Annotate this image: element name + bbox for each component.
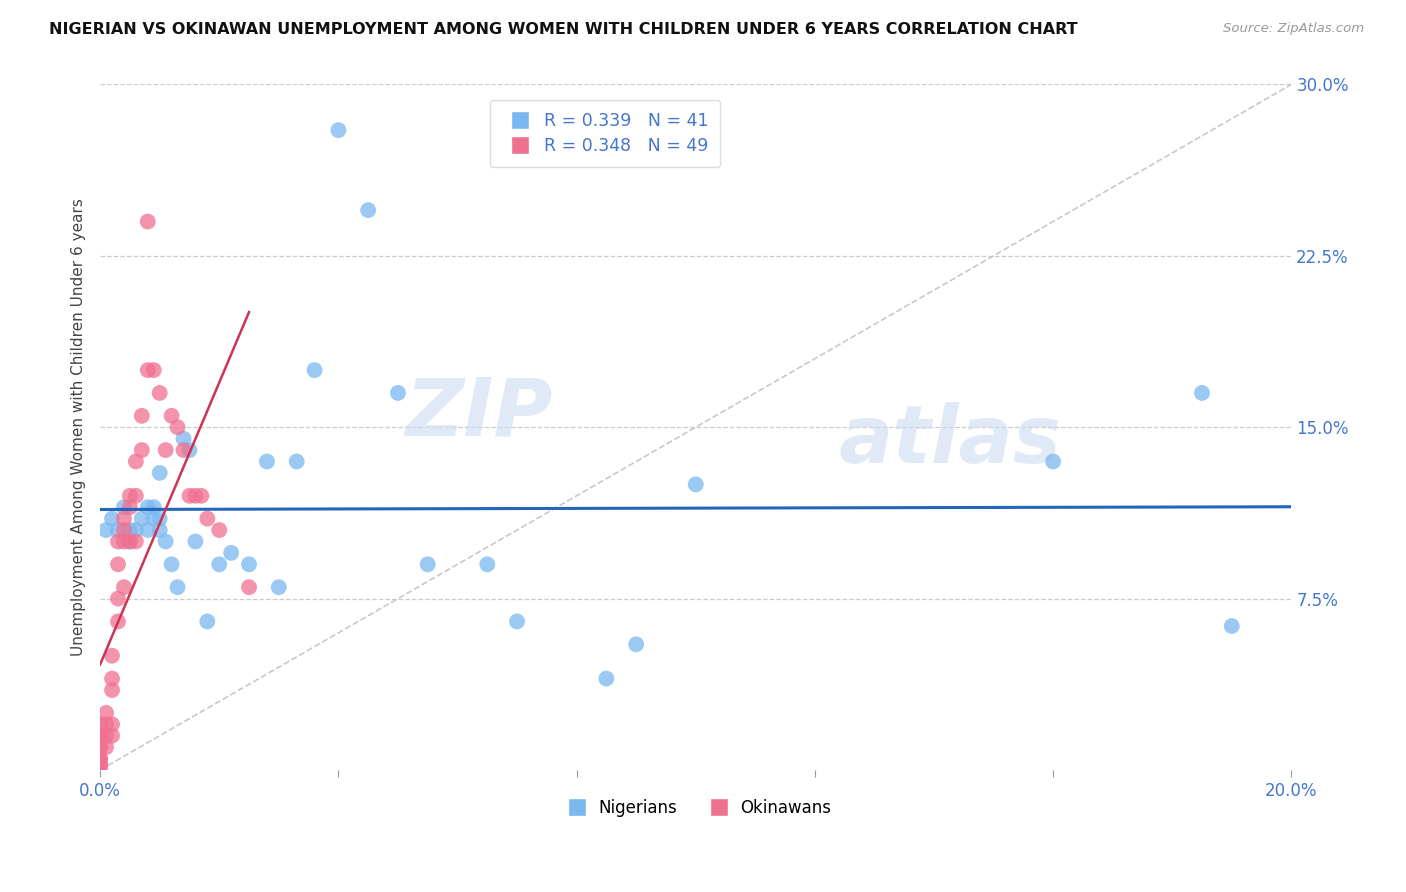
Point bbox=[94, 729, 117, 743]
Point bbox=[101, 648, 124, 663]
Point bbox=[142, 363, 165, 377]
Point bbox=[136, 214, 159, 228]
Point bbox=[101, 729, 124, 743]
Point bbox=[136, 363, 159, 377]
Point bbox=[160, 409, 183, 423]
Point bbox=[89, 758, 111, 772]
Point bbox=[125, 534, 148, 549]
Point bbox=[112, 534, 135, 549]
Point bbox=[94, 523, 117, 537]
Point bbox=[238, 580, 260, 594]
Point bbox=[112, 523, 135, 537]
Point bbox=[477, 558, 499, 572]
Point bbox=[101, 672, 124, 686]
Text: atlas: atlas bbox=[838, 402, 1062, 480]
Point bbox=[107, 534, 129, 549]
Point bbox=[173, 432, 195, 446]
Point bbox=[195, 511, 218, 525]
Point bbox=[94, 706, 117, 720]
Point bbox=[1220, 619, 1243, 633]
Point bbox=[357, 203, 380, 218]
Point bbox=[219, 546, 242, 560]
Point bbox=[136, 523, 159, 537]
Point bbox=[118, 534, 141, 549]
Point bbox=[101, 717, 124, 731]
Point bbox=[112, 511, 135, 525]
Point bbox=[131, 443, 153, 458]
Point bbox=[1042, 454, 1064, 468]
Point bbox=[118, 500, 141, 515]
Point bbox=[160, 558, 183, 572]
Point bbox=[184, 534, 207, 549]
Point bbox=[149, 386, 172, 401]
Point bbox=[118, 489, 141, 503]
Point bbox=[238, 558, 260, 572]
Point bbox=[94, 717, 117, 731]
Point bbox=[89, 717, 111, 731]
Point bbox=[190, 489, 212, 503]
Point bbox=[89, 740, 111, 755]
Point bbox=[89, 740, 111, 755]
Point bbox=[149, 511, 172, 525]
Point bbox=[195, 615, 218, 629]
Point bbox=[256, 454, 278, 468]
Point bbox=[89, 751, 111, 765]
Point bbox=[416, 558, 439, 572]
Point bbox=[155, 443, 177, 458]
Point bbox=[131, 409, 153, 423]
Point bbox=[112, 500, 135, 515]
Y-axis label: Unemployment Among Women with Children Under 6 years: Unemployment Among Women with Children U… bbox=[72, 198, 86, 657]
Point bbox=[89, 751, 111, 765]
Point bbox=[125, 523, 148, 537]
Point bbox=[173, 443, 195, 458]
Point bbox=[125, 454, 148, 468]
Point bbox=[328, 123, 350, 137]
Legend: Nigerians, Okinawans: Nigerians, Okinawans bbox=[554, 792, 838, 823]
Point bbox=[112, 580, 135, 594]
Point bbox=[208, 558, 231, 572]
Point bbox=[166, 580, 188, 594]
Point bbox=[101, 683, 124, 698]
Point bbox=[107, 615, 129, 629]
Point bbox=[142, 511, 165, 525]
Point bbox=[155, 534, 177, 549]
Text: NIGERIAN VS OKINAWAN UNEMPLOYMENT AMONG WOMEN WITH CHILDREN UNDER 6 YEARS CORREL: NIGERIAN VS OKINAWAN UNEMPLOYMENT AMONG … bbox=[49, 22, 1078, 37]
Point bbox=[118, 534, 141, 549]
Point bbox=[101, 511, 124, 525]
Point bbox=[1191, 386, 1213, 401]
Point bbox=[304, 363, 326, 377]
Point bbox=[184, 489, 207, 503]
Point bbox=[149, 466, 172, 480]
Point bbox=[89, 729, 111, 743]
Point bbox=[94, 740, 117, 755]
Point bbox=[387, 386, 409, 401]
Point bbox=[179, 443, 201, 458]
Point bbox=[149, 523, 172, 537]
Point bbox=[136, 500, 159, 515]
Point bbox=[125, 489, 148, 503]
Point bbox=[107, 558, 129, 572]
Point bbox=[89, 756, 111, 771]
Point bbox=[179, 489, 201, 503]
Point bbox=[107, 523, 129, 537]
Text: ZIP: ZIP bbox=[405, 375, 553, 452]
Point bbox=[506, 615, 529, 629]
Point bbox=[89, 761, 111, 775]
Text: Source: ZipAtlas.com: Source: ZipAtlas.com bbox=[1223, 22, 1364, 36]
Point bbox=[624, 637, 647, 651]
Point bbox=[267, 580, 290, 594]
Point bbox=[89, 729, 111, 743]
Point bbox=[131, 511, 153, 525]
Point bbox=[208, 523, 231, 537]
Point bbox=[107, 591, 129, 606]
Point bbox=[118, 523, 141, 537]
Point bbox=[595, 672, 617, 686]
Point bbox=[166, 420, 188, 434]
Point bbox=[142, 500, 165, 515]
Point bbox=[285, 454, 308, 468]
Point bbox=[685, 477, 707, 491]
